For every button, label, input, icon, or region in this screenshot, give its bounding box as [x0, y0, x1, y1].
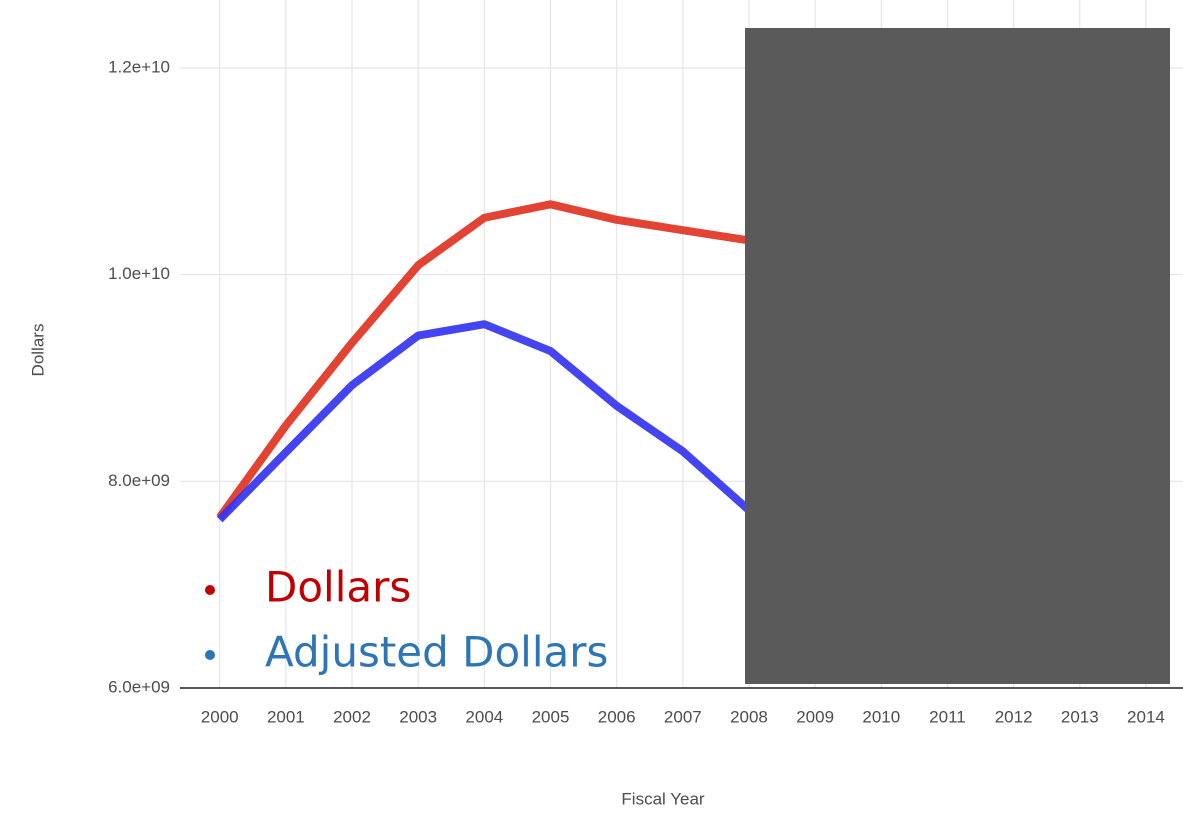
legend-bullet	[205, 650, 215, 660]
x-tick-label: 2006	[598, 707, 636, 726]
x-tick-label: 2013	[1061, 707, 1099, 726]
x-tick-label: 2002	[333, 707, 371, 726]
y-tick-label: 8.0e+09	[108, 471, 170, 490]
data-line	[216, 320, 752, 523]
data-line	[216, 200, 750, 520]
y-tick-label: 6.0e+09	[108, 677, 170, 696]
y-axis-label: Dollars	[28, 324, 47, 377]
y-tick-label: 1.0e+10	[108, 264, 170, 283]
x-tick-label: 2009	[796, 707, 834, 726]
x-tick-label: 2004	[465, 707, 503, 726]
x-tick-label: 2014	[1127, 707, 1165, 726]
x-tick-label: 2008	[730, 707, 768, 726]
x-tick-label: 2011	[929, 707, 966, 726]
overlay-box	[745, 28, 1170, 684]
x-tick-label: 2000	[201, 707, 239, 726]
x-tick-label: 2005	[532, 707, 570, 726]
x-tick-label: 2001	[267, 707, 305, 726]
legend-label: Adjusted Dollars	[265, 628, 608, 677]
x-axis-label: Fiscal Year	[621, 789, 704, 808]
x-tick-label: 2003	[399, 707, 437, 726]
x-tick-label: 2010	[862, 707, 900, 726]
legend-label: Dollars	[265, 563, 411, 612]
x-tick-label: 2012	[995, 707, 1033, 726]
legend-bullet	[205, 585, 215, 595]
y-tick-label: 1.2e+10	[108, 57, 170, 76]
x-tick-label: 2007	[664, 707, 702, 726]
